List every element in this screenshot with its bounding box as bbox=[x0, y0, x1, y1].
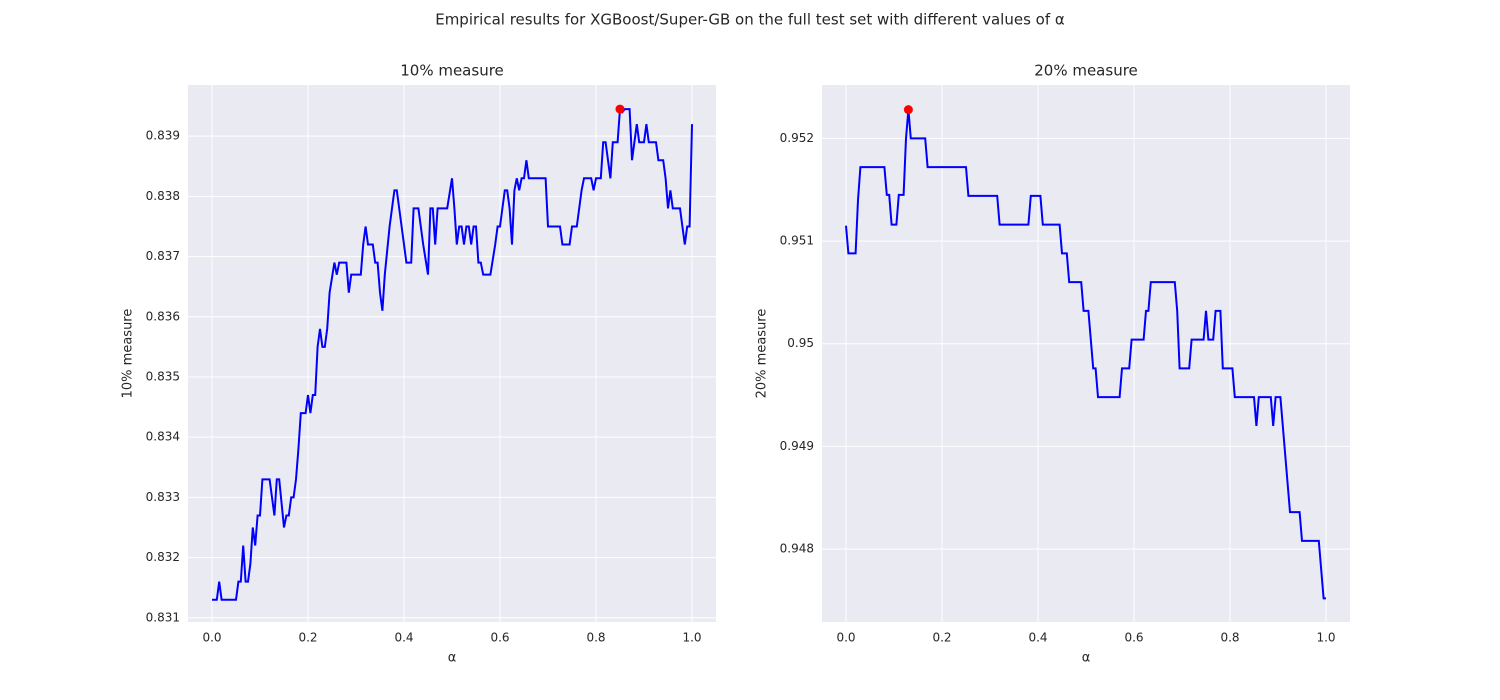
x-tick-label: 0.6 bbox=[490, 631, 509, 645]
y-tick-label: 0.834 bbox=[146, 430, 180, 444]
chart-title: 20% measure bbox=[1034, 62, 1138, 80]
y-tick-label: 0.832 bbox=[146, 550, 180, 564]
x-axis-label: α bbox=[1082, 651, 1091, 666]
max-point bbox=[903, 105, 913, 115]
line bbox=[212, 106, 693, 601]
y-axis-label: 20% measure bbox=[755, 309, 770, 399]
x-tick-label: 0.8 bbox=[1220, 631, 1239, 645]
y-tick-label: 0.835 bbox=[146, 369, 180, 383]
x-tick-label: 0.6 bbox=[1124, 631, 1143, 645]
x-tick-label: 1.0 bbox=[1316, 631, 1335, 645]
x-tick-label: 0.4 bbox=[394, 631, 413, 645]
y-axis-label: 10% measure bbox=[121, 309, 136, 399]
y-tick-label: 0.951 bbox=[780, 234, 814, 248]
y-tick-label: 0.949 bbox=[780, 439, 814, 453]
plot-area bbox=[188, 85, 716, 622]
x-tick-label: 0.0 bbox=[202, 631, 221, 645]
x-tick-label: 0.2 bbox=[932, 631, 951, 645]
y-tick-label: 0.838 bbox=[146, 189, 180, 203]
y-tick-label: 0.839 bbox=[146, 129, 180, 143]
y-tick-label: 0.836 bbox=[146, 309, 180, 323]
y-tick-label: 0.95 bbox=[787, 336, 814, 350]
x-tick-label: 0.8 bbox=[586, 631, 605, 645]
x-tick-label: 0.2 bbox=[298, 631, 317, 645]
x-tick-label: 0.0 bbox=[836, 631, 855, 645]
x-tick-label: 0.4 bbox=[1028, 631, 1047, 645]
y-tick-label: 0.831 bbox=[146, 610, 180, 624]
y-tick-label: 0.837 bbox=[146, 249, 180, 263]
plot-area bbox=[822, 85, 1350, 622]
x-axis-label: α bbox=[448, 651, 457, 666]
max-point bbox=[615, 104, 625, 114]
y-tick-label: 0.948 bbox=[780, 542, 814, 556]
y-tick-label: 0.952 bbox=[780, 131, 814, 145]
figure-title: Empirical results for XGBoost/Super-GB o… bbox=[435, 11, 1065, 29]
y-tick-label: 0.833 bbox=[146, 490, 180, 504]
line bbox=[845, 109, 1326, 600]
x-tick-label: 1.0 bbox=[682, 631, 701, 645]
chart-title: 10% measure bbox=[400, 62, 504, 80]
